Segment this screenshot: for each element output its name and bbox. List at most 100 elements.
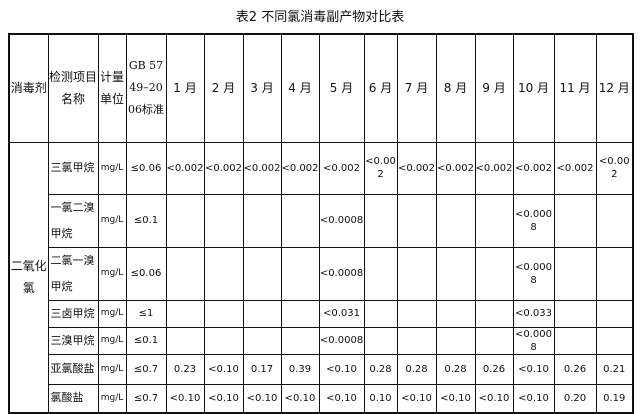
item-name-cell: 氯酸盐 (47, 383, 99, 414)
value-cell: <0.10 (396, 383, 437, 414)
standard-cell: ≤1 (125, 299, 167, 328)
value-cell (396, 246, 437, 301)
table-row: 二氯一溴甲烷 mg/L ≤0.06 <0.0008 <0.0008 (9, 246, 634, 301)
unit-cell: mg/L (97, 383, 127, 414)
value-cell (363, 299, 398, 328)
header-cell: 2 月 (203, 33, 244, 143)
header-cell: 3 月 (242, 33, 282, 143)
header-cell: 8 月 (435, 33, 476, 143)
value-cell: <0.10 (242, 383, 282, 414)
header-cell: 5 月 (318, 33, 365, 143)
value-cell (203, 299, 244, 328)
value-cell (280, 299, 320, 328)
value-cell: <0.002 (512, 141, 555, 195)
value-cell (474, 246, 514, 301)
value-cell (553, 299, 597, 328)
value-cell (363, 246, 398, 301)
standard-cell: ≤0.06 (125, 246, 167, 301)
value-cell: <0.002 (553, 141, 597, 195)
table-row: 三溴甲烷 mg/L ≤0.1 <0.0008 <0.0008 (9, 326, 634, 355)
value-cell: <0.002 (595, 141, 634, 195)
value-cell: <0.002 (318, 141, 365, 195)
standard-cell: ≤0.06 (125, 141, 167, 195)
value-cell (165, 246, 205, 301)
value-cell: 0.10 (363, 383, 398, 414)
unit-cell: mg/L (97, 141, 127, 195)
value-cell: 0.21 (595, 353, 634, 385)
value-cell (242, 246, 282, 301)
header-cell: 9 月 (474, 33, 514, 143)
value-cell: <0.10 (512, 353, 555, 385)
header-cell: 计量单位 (97, 33, 127, 143)
item-name-cell: 三氯甲烷 (47, 141, 99, 195)
value-cell: <0.10 (318, 383, 365, 414)
header-cell: 1 月 (165, 33, 205, 143)
value-cell: <0.002 (474, 141, 514, 195)
value-cell (396, 299, 437, 328)
value-cell: <0.033 (512, 299, 555, 328)
standard-cell: ≤0.7 (125, 353, 167, 385)
value-cell (595, 193, 634, 248)
value-cell (165, 193, 205, 248)
value-cell: <0.0008 (318, 193, 365, 248)
value-cell: <0.002 (203, 141, 244, 195)
value-cell: <0.10 (318, 353, 365, 385)
value-cell (435, 246, 476, 301)
unit-cell: mg/L (97, 299, 127, 328)
header-cell: 检测项目名称 (47, 33, 99, 143)
value-cell: <0.0008 (512, 326, 555, 355)
header-cell: 10 月 (512, 33, 555, 143)
value-cell (363, 326, 398, 355)
value-cell: 0.20 (553, 383, 597, 414)
value-cell (553, 246, 597, 301)
table-title: 表2 不同氯消毒副产物对比表 (235, 10, 405, 25)
value-cell (280, 326, 320, 355)
item-name-cell: 三溴甲烷 (47, 326, 99, 355)
unit-cell: mg/L (97, 193, 127, 248)
item-name-cell: 三卤甲烷 (47, 299, 99, 328)
header-cell: 4 月 (280, 33, 320, 143)
unit-cell: mg/L (97, 326, 127, 355)
value-cell: <0.10 (512, 383, 555, 414)
value-cell: <0.0008 (512, 193, 555, 248)
value-cell (396, 193, 437, 248)
value-cell (280, 193, 320, 248)
value-cell: 0.26 (474, 353, 514, 385)
value-cell: <0.10 (280, 383, 320, 414)
value-cell: <0.002 (396, 141, 437, 195)
value-cell (396, 326, 437, 355)
value-cell (242, 193, 282, 248)
value-cell: <0.0008 (318, 246, 365, 301)
value-cell: <0.0008 (512, 246, 555, 301)
value-cell (474, 326, 514, 355)
value-cell (435, 326, 476, 355)
value-cell (165, 299, 205, 328)
value-cell (242, 326, 282, 355)
table-row: 氯酸盐 mg/L ≤0.7 <0.10 <0.10 <0.10 <0.10 <0.10 0.10… (9, 383, 634, 414)
value-cell (474, 299, 514, 328)
value-cell: 0.19 (595, 383, 634, 414)
value-cell (435, 299, 476, 328)
item-name-cell: 一氯二溴甲烷 (47, 193, 99, 248)
value-cell: 0.26 (553, 353, 597, 385)
table-row: 一氯二溴甲烷 mg/L ≤0.1 <0.0008 <0.0008 (9, 193, 634, 248)
value-cell (435, 193, 476, 248)
unit-cell: mg/L (97, 353, 127, 385)
header-cell: 11 月 (553, 33, 597, 143)
value-cell: 0.23 (165, 353, 205, 385)
value-cell (165, 326, 205, 355)
value-cell: <0.002 (280, 141, 320, 195)
value-cell: <0.002 (242, 141, 282, 195)
value-cell (203, 193, 244, 248)
value-cell (474, 193, 514, 248)
table-row: 亚氯酸盐 mg/L ≤0.7 0.23 <0.10 0.17 0.39 <0.10 0.28 0.… (9, 353, 634, 385)
value-cell (280, 246, 320, 301)
value-cell: <0.10 (474, 383, 514, 414)
value-cell (595, 246, 634, 301)
value-cell (203, 246, 244, 301)
value-cell (203, 326, 244, 355)
header-cell: 消毒剂 (8, 33, 49, 143)
table-row: 二氧化氯 三氯甲烷 mg/L ≤0.06 <0.002 <0.002 <0.002 <0.00… (8, 141, 634, 414)
table-row: 三卤甲烷 mg/L ≤1 <0.031 <0.033 (9, 299, 634, 328)
